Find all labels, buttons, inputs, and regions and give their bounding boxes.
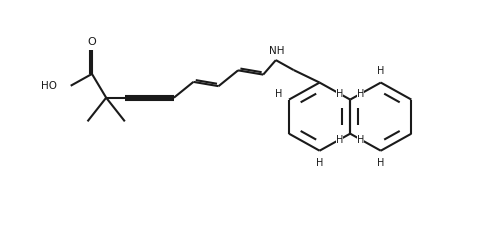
Text: H: H [336,134,343,145]
Text: O: O [88,37,96,47]
Text: H: H [357,134,365,145]
Text: H: H [336,89,343,99]
Text: H: H [316,158,323,168]
Text: H: H [275,89,282,99]
Text: NH: NH [269,46,284,56]
Text: H: H [377,158,384,168]
Text: H: H [377,66,384,76]
Text: HO: HO [41,81,58,91]
Text: H: H [357,89,365,99]
